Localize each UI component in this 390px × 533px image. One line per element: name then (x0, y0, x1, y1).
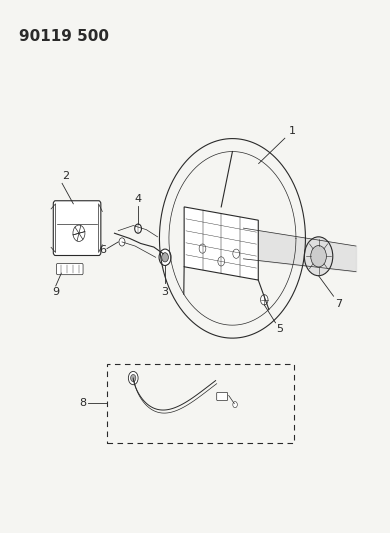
Circle shape (131, 375, 136, 382)
Text: 5: 5 (276, 324, 283, 334)
Text: 90119 500: 90119 500 (19, 29, 109, 44)
Circle shape (233, 401, 237, 408)
Text: 7: 7 (335, 298, 342, 309)
Circle shape (311, 246, 326, 267)
FancyBboxPatch shape (53, 201, 101, 255)
FancyBboxPatch shape (57, 263, 83, 274)
Text: 1: 1 (289, 126, 296, 135)
Polygon shape (184, 207, 258, 280)
Circle shape (119, 238, 125, 246)
Circle shape (199, 244, 206, 253)
Bar (107, 364, 294, 443)
Circle shape (128, 372, 138, 385)
Circle shape (135, 224, 142, 233)
Circle shape (218, 257, 225, 266)
Text: 4: 4 (135, 194, 142, 204)
Text: 2: 2 (62, 171, 69, 181)
Circle shape (304, 237, 333, 276)
Text: 8: 8 (79, 398, 87, 408)
Circle shape (261, 295, 268, 305)
Circle shape (159, 249, 171, 265)
Text: 6: 6 (99, 245, 106, 255)
Text: 9: 9 (52, 287, 59, 297)
Circle shape (233, 249, 239, 259)
Text: 3: 3 (161, 287, 168, 297)
Circle shape (162, 253, 168, 262)
FancyBboxPatch shape (217, 392, 228, 401)
